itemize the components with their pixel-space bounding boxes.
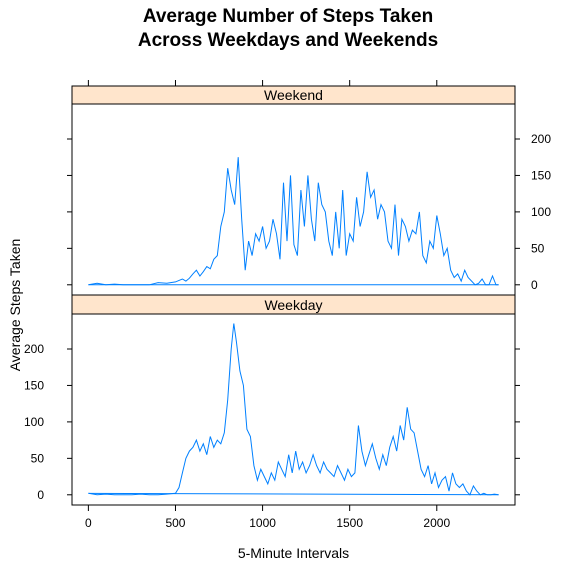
weekday-ytick-label-0: 0 bbox=[37, 488, 44, 502]
weekday-ytick-label-50: 50 bbox=[31, 451, 45, 465]
weekday-ytick-label-200: 200 bbox=[24, 342, 44, 356]
weekend-ytick-label-150: 150 bbox=[531, 168, 551, 182]
xtick-label-500: 500 bbox=[165, 516, 185, 530]
weekday-baseline-line bbox=[88, 492, 499, 496]
weekday-strip-label: Weekday bbox=[264, 297, 322, 313]
weekend-ytick-label-100: 100 bbox=[531, 205, 551, 219]
xtick-label-1000: 1000 bbox=[249, 516, 276, 530]
weekday-ytick-label-150: 150 bbox=[24, 378, 44, 392]
y-axis-label: Average Steps Taken bbox=[7, 239, 23, 372]
xtick-label-1500: 1500 bbox=[336, 516, 363, 530]
weekend-ytick-label-200: 200 bbox=[531, 132, 551, 146]
weekday-ytick-label-100: 100 bbox=[24, 415, 44, 429]
weekday-panel-frame bbox=[71, 313, 516, 506]
x-axis-label: 5-Minute Intervals bbox=[238, 545, 349, 561]
weekend-panel-frame bbox=[71, 103, 516, 296]
weekday-series-line bbox=[88, 323, 499, 496]
weekend-ytick-label-50: 50 bbox=[531, 241, 545, 255]
weekend-strip-label: Weekend bbox=[264, 87, 323, 103]
xtick-label-0: 0 bbox=[85, 516, 92, 530]
weekend-ytick-label-0: 0 bbox=[531, 278, 538, 292]
chart-title-line-2: Across Weekdays and Weekends bbox=[137, 30, 439, 51]
weekend-series-line bbox=[88, 157, 499, 286]
xtick-label-2000: 2000 bbox=[423, 516, 450, 530]
chart-title-line-1: Average Number of Steps Taken bbox=[142, 6, 434, 27]
